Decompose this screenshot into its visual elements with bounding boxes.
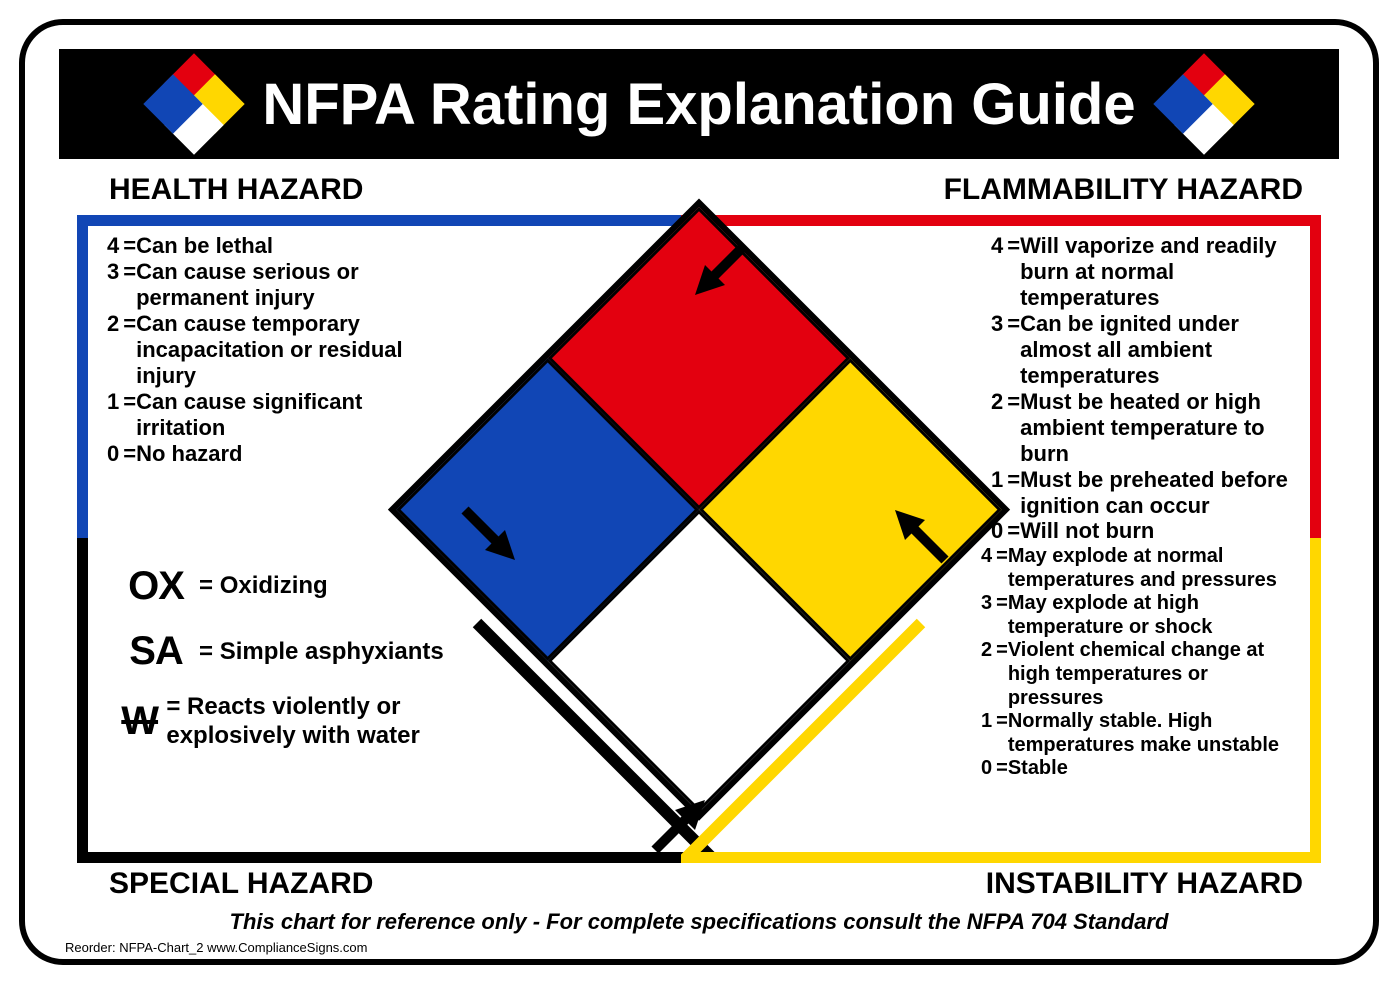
rating-def: Violent chemical change at high temperat… xyxy=(1008,639,1291,710)
special-symbol-w: W xyxy=(113,698,166,745)
health-title: HEALTH HAZARD xyxy=(109,173,363,207)
rating-def: Normally stable. High temperatures make … xyxy=(1008,710,1291,757)
rating-def: Can be lethal xyxy=(136,233,273,259)
special-symbol-sa: SA xyxy=(113,628,199,675)
footnote: This chart for reference only - For comp… xyxy=(25,909,1373,935)
rating-def: Can be ignited under almost all ambient … xyxy=(1020,311,1291,389)
rating-def: Stable xyxy=(1008,757,1068,781)
rating-def: May explode at normal temperatures and p… xyxy=(1008,545,1291,592)
rating-def: Can cause serious or permanent injury xyxy=(136,259,447,311)
title-bar: NFPA Rating Explanation Guide xyxy=(59,49,1339,159)
special-def: Oxidizing xyxy=(220,572,328,599)
rating-num: 1 xyxy=(107,389,123,441)
nfpa-guide-card: NFPA Rating Explanation Guide HEALTH HAZ… xyxy=(19,19,1379,965)
nfpa-mini-diamond-right xyxy=(1162,62,1246,146)
instability-ratings: 4= May explode at normal temperatures an… xyxy=(981,545,1291,781)
rating-num: 2 xyxy=(991,389,1007,467)
rating-def: Must be preheated before ignition can oc… xyxy=(1020,467,1291,519)
rating-num: 3 xyxy=(981,592,996,639)
rating-def: May explode at high temperature or shock xyxy=(1008,592,1291,639)
rating-num: 3 xyxy=(107,259,123,311)
reorder-text: Reorder: NFPA-Chart_2 www.ComplianceSign… xyxy=(65,940,367,955)
rating-num: 4 xyxy=(107,233,123,259)
special-def: Simple asphyxiants xyxy=(220,638,444,665)
nfpa-mini-diamond-left xyxy=(152,62,236,146)
special-items: OX = Oxidizing SA = Simple asphyxiants W… xyxy=(113,563,473,768)
rating-def: Must be heated or high ambient temperatu… xyxy=(1020,389,1291,467)
rating-def: Will vaporize and readily burn at normal… xyxy=(1020,233,1291,311)
special-title: SPECIAL HAZARD xyxy=(109,867,373,901)
rating-num: 1 xyxy=(981,710,996,757)
rating-num: 3 xyxy=(991,311,1007,389)
flammability-title: FLAMMABILITY HAZARD xyxy=(944,173,1303,207)
arrow-instab-to-yellow xyxy=(885,500,955,570)
rating-num: 4 xyxy=(981,545,996,592)
rating-def: Can cause temporary incapacitation or re… xyxy=(136,311,447,389)
rating-num: 4 xyxy=(991,233,1007,311)
special-symbol-ox: OX xyxy=(113,563,199,610)
rating-num: 0 xyxy=(107,441,123,467)
arrow-health-to-blue xyxy=(455,500,525,570)
special-def: Reacts violently or explosively with wat… xyxy=(166,693,419,748)
arrow-flam-to-red xyxy=(685,235,755,305)
rating-def: Can cause significant irritation xyxy=(136,389,447,441)
health-ratings: 4= Can be lethal 3= Can cause serious or… xyxy=(107,233,447,467)
rating-num: 0 xyxy=(981,757,996,781)
page-title: NFPA Rating Explanation Guide xyxy=(262,71,1135,138)
arrow-special-to-white xyxy=(645,790,715,860)
rating-num: 2 xyxy=(981,639,996,710)
rating-def: No hazard xyxy=(136,441,242,467)
rating-num: 2 xyxy=(107,311,123,389)
flammability-ratings: 4= Will vaporize and readily burn at nor… xyxy=(991,233,1291,544)
instability-title: INSTABILITY HAZARD xyxy=(986,867,1303,901)
